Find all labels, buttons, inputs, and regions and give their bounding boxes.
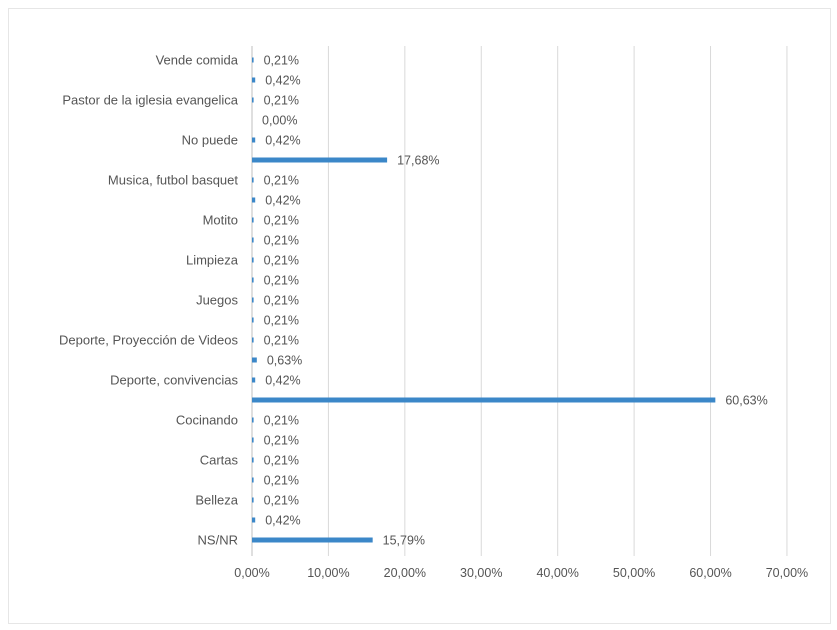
bars bbox=[252, 57, 716, 543]
bar bbox=[252, 277, 254, 283]
bar bbox=[252, 537, 373, 543]
value-label: 0,21% bbox=[264, 494, 299, 508]
x-tick-label: 60,00% bbox=[689, 566, 731, 580]
bar bbox=[252, 177, 254, 183]
x-tick-label: 0,00% bbox=[234, 566, 269, 580]
category-label: Deporte, convivencias bbox=[110, 373, 238, 388]
bar bbox=[252, 197, 256, 203]
value-label: 0,21% bbox=[264, 254, 299, 268]
value-label: 0,21% bbox=[264, 174, 299, 188]
bar bbox=[252, 357, 257, 363]
value-label: 0,42% bbox=[265, 514, 300, 528]
value-label: 0,63% bbox=[267, 354, 302, 368]
bar bbox=[252, 97, 254, 103]
bar bbox=[252, 237, 254, 243]
x-tick-label: 10,00% bbox=[307, 566, 349, 580]
value-label: 0,21% bbox=[264, 94, 299, 108]
bar bbox=[252, 217, 254, 223]
category-label: Pastor de la iglesia evangelica bbox=[62, 93, 238, 108]
bar bbox=[252, 77, 256, 83]
value-label: 0,00% bbox=[262, 114, 297, 128]
value-label: 0,42% bbox=[265, 374, 300, 388]
value-label: 0,21% bbox=[264, 454, 299, 468]
value-label: 0,42% bbox=[265, 74, 300, 88]
category-label: Belleza bbox=[195, 493, 238, 508]
category-label: NS/NR bbox=[198, 533, 238, 548]
value-label: 0,21% bbox=[264, 54, 299, 68]
value-label: 0,21% bbox=[264, 294, 299, 308]
bar bbox=[252, 517, 256, 523]
chart-frame bbox=[8, 8, 831, 624]
bar bbox=[252, 337, 254, 343]
value-label: 60,63% bbox=[725, 394, 767, 408]
bar bbox=[252, 457, 254, 463]
bar bbox=[252, 397, 716, 403]
category-label: Cocinando bbox=[176, 413, 238, 428]
value-label: 17,68% bbox=[397, 154, 439, 168]
category-label: Musica, futbol basquet bbox=[108, 173, 238, 188]
value-label: 15,79% bbox=[383, 534, 425, 548]
category-label: Cartas bbox=[200, 453, 239, 468]
x-tick-label: 30,00% bbox=[460, 566, 502, 580]
value-label: 0,42% bbox=[265, 134, 300, 148]
bar bbox=[252, 437, 254, 443]
bar bbox=[252, 477, 254, 483]
x-tick-label: 50,00% bbox=[613, 566, 655, 580]
bar bbox=[252, 157, 388, 163]
x-tick-label: 70,00% bbox=[766, 566, 808, 580]
category-label: Limpieza bbox=[186, 253, 239, 268]
category-label: Juegos bbox=[196, 293, 238, 308]
category-labels: Vende comida Pastor de la iglesia evangel… bbox=[59, 53, 239, 548]
value-labels: 0,21% 0,42% 0,21% 0,00% 0,42% 17,68% 0,21% 0,42… bbox=[262, 54, 768, 548]
x-tick-label: 40,00% bbox=[536, 566, 578, 580]
bar bbox=[252, 137, 256, 143]
value-label: 0,21% bbox=[264, 414, 299, 428]
bar bbox=[252, 417, 254, 423]
category-label: Motito bbox=[203, 213, 238, 228]
value-label: 0,21% bbox=[264, 334, 299, 348]
bar bbox=[252, 297, 254, 303]
value-label: 0,21% bbox=[264, 434, 299, 448]
category-label: No puede bbox=[182, 133, 238, 148]
bar bbox=[252, 497, 254, 503]
category-label: Deporte, Proyección de Videos bbox=[59, 333, 238, 348]
value-label: 0,42% bbox=[265, 194, 300, 208]
value-label: 0,21% bbox=[264, 474, 299, 488]
value-label: 0,21% bbox=[264, 234, 299, 248]
gridlines bbox=[251, 46, 788, 556]
bar bbox=[252, 317, 254, 323]
x-tick-label: 20,00% bbox=[384, 566, 426, 580]
bar bbox=[252, 257, 254, 263]
bar bbox=[252, 57, 254, 63]
category-label: Vende comida bbox=[156, 53, 239, 68]
value-label: 0,21% bbox=[264, 274, 299, 288]
bar bbox=[252, 377, 256, 383]
value-label: 0,21% bbox=[264, 214, 299, 228]
value-label: 0,21% bbox=[264, 314, 299, 328]
x-axis-ticks: 0,00% 10,00% 20,00% 30,00% 40,00% 50,00% 60,00… bbox=[234, 566, 808, 580]
